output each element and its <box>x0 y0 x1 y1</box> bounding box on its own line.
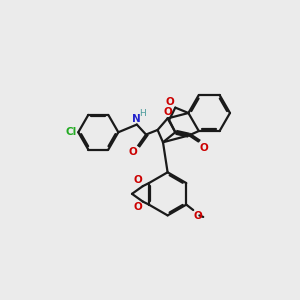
Text: Cl: Cl <box>65 127 77 137</box>
Text: O: O <box>166 97 175 107</box>
Text: O: O <box>133 202 142 212</box>
Text: O: O <box>133 176 142 185</box>
Text: O: O <box>129 147 138 157</box>
Text: N: N <box>132 114 141 124</box>
Text: O: O <box>199 143 208 153</box>
Text: O: O <box>163 107 172 117</box>
Text: H: H <box>140 109 146 118</box>
Text: O: O <box>194 211 203 221</box>
